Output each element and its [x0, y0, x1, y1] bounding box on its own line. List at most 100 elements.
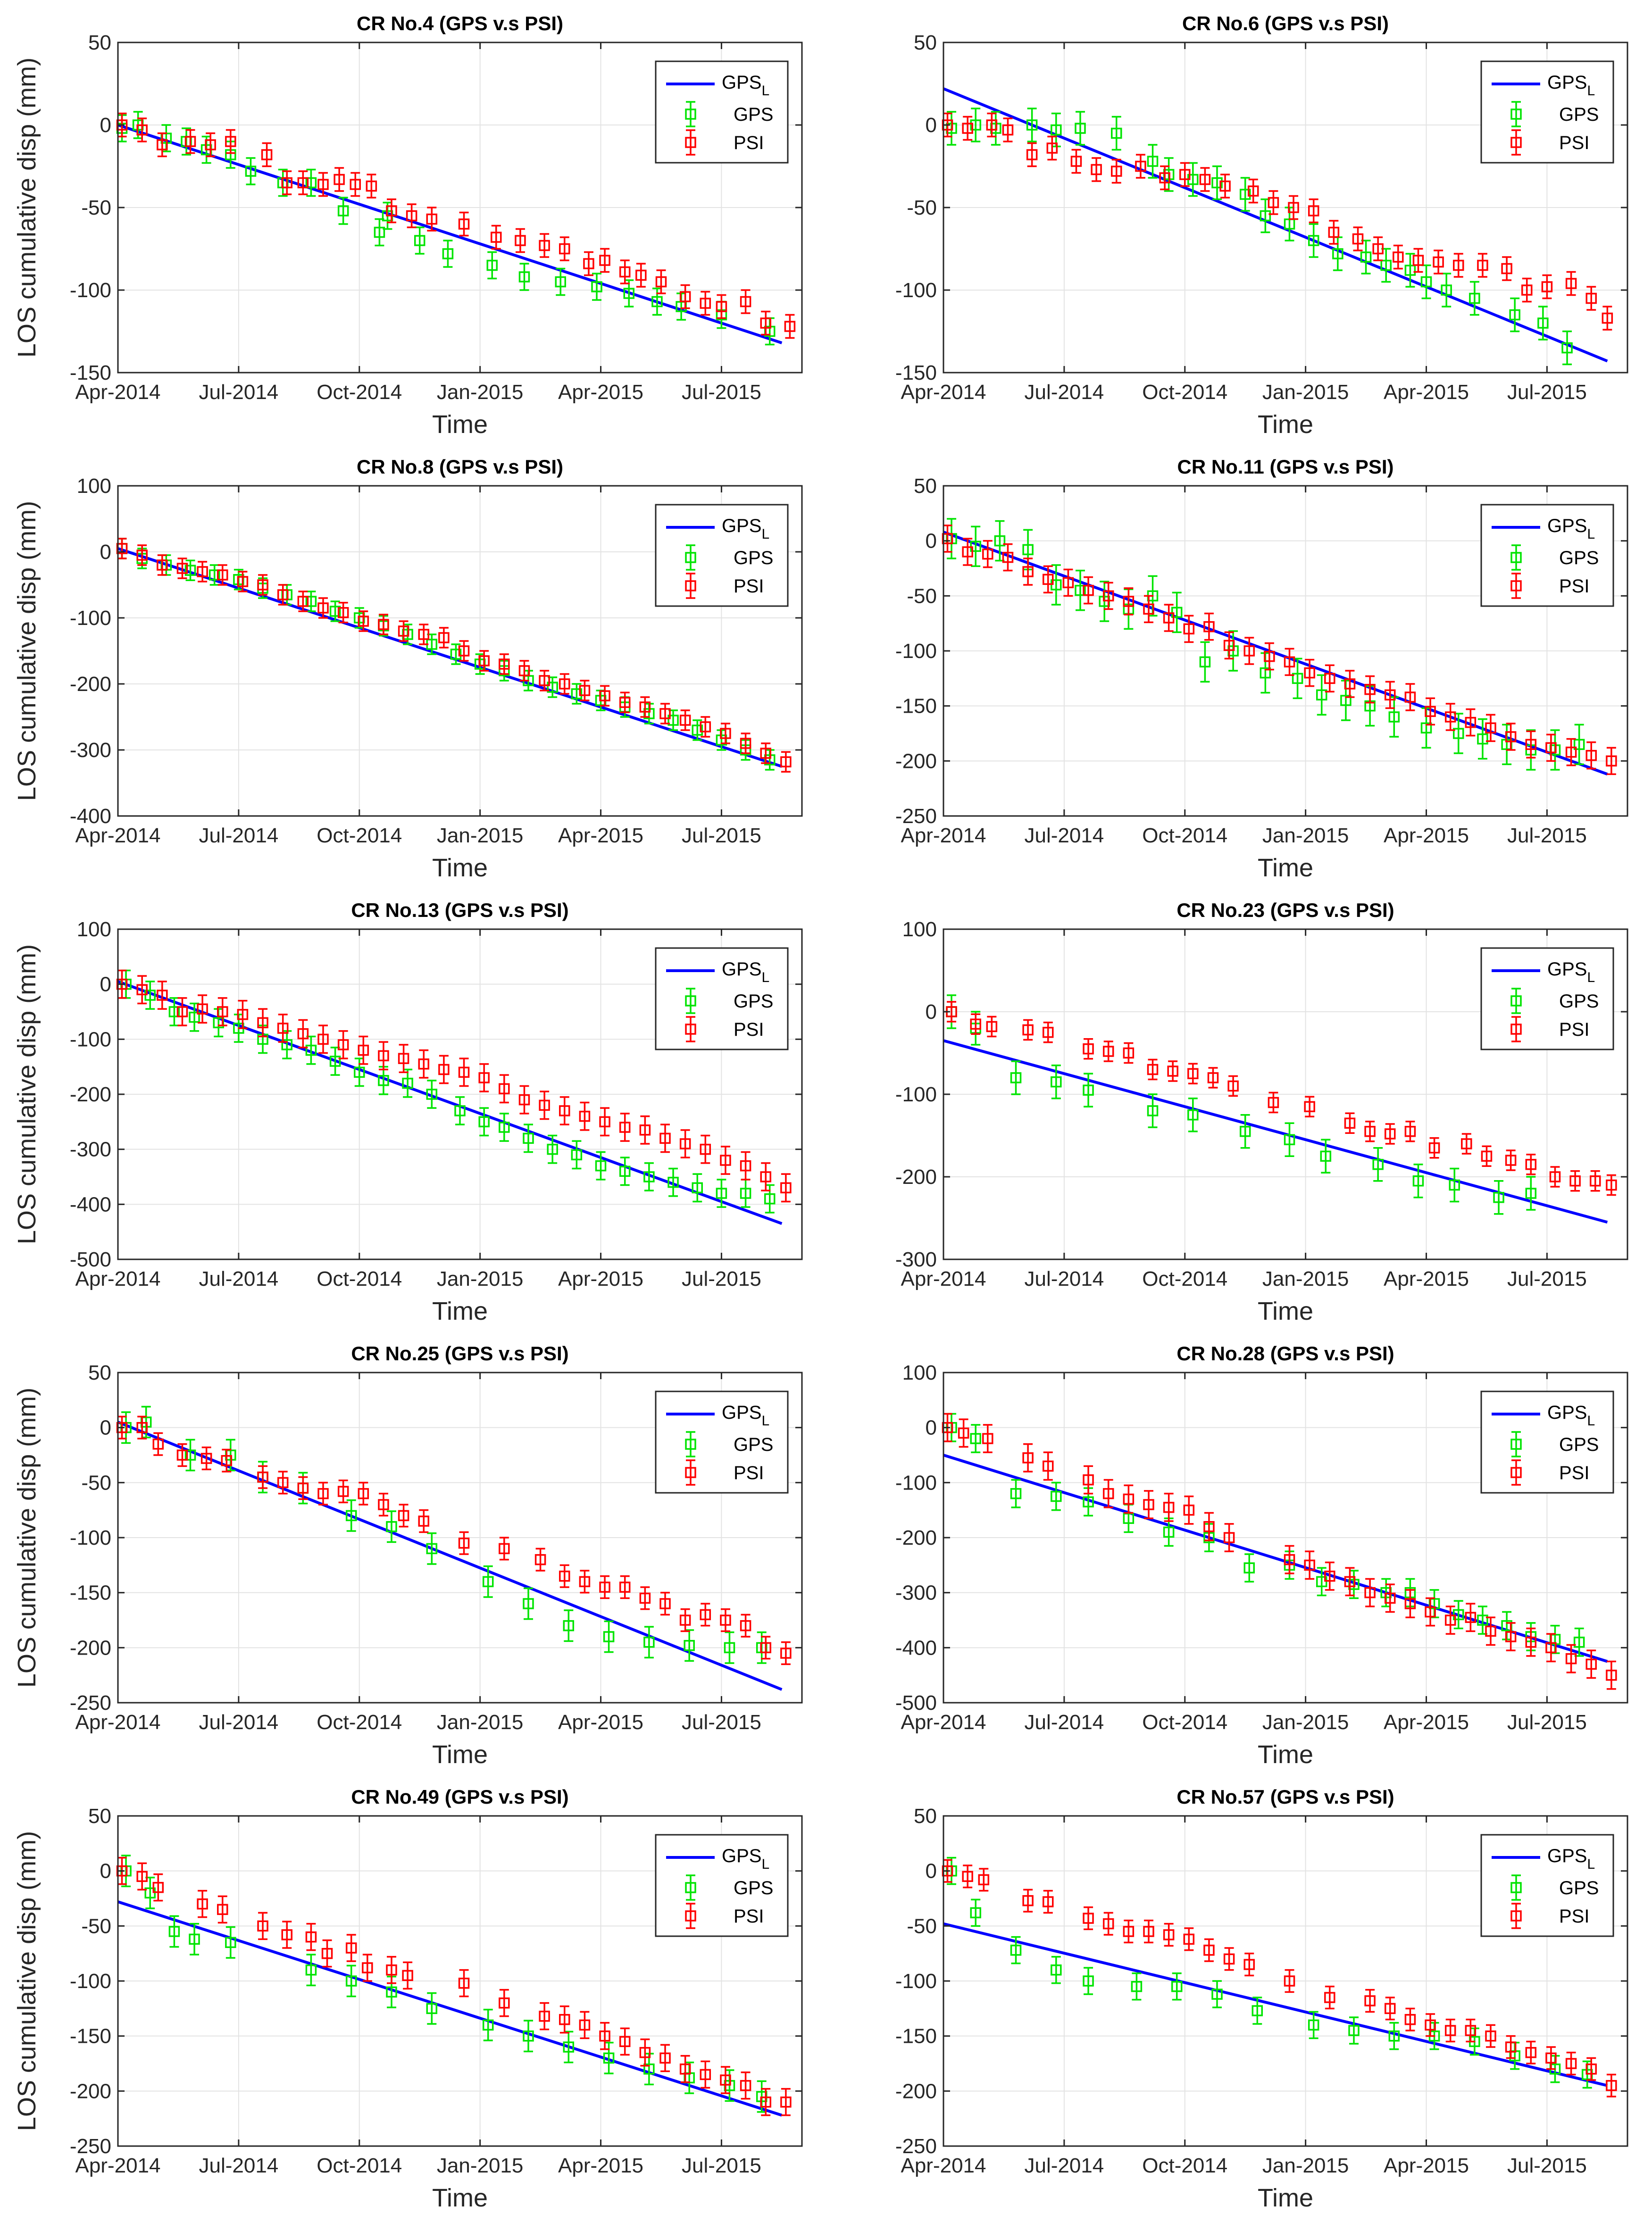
gps-marker: [643, 1636, 655, 1648]
x-tick-label: Oct-2014: [317, 381, 402, 404]
gps-marker: [345, 1975, 357, 1987]
psi-point: [1284, 1545, 1295, 1574]
legend-label-gps-l-main: GPS: [722, 1402, 761, 1423]
psi-marker: [1344, 1576, 1356, 1588]
x-tick-label: Oct-2014: [1142, 2154, 1227, 2177]
legend-swatch-psi-marker: [685, 137, 696, 148]
psi-marker: [478, 1072, 490, 1083]
psi-marker: [225, 136, 236, 147]
psi-marker: [1187, 1068, 1199, 1079]
psi-point: [176, 558, 188, 579]
psi-point: [1163, 604, 1175, 632]
psi-point: [491, 225, 502, 250]
psi-marker: [1143, 1926, 1154, 1937]
gps-point: [168, 1915, 180, 1948]
gps-point: [1111, 116, 1122, 151]
psi-marker: [579, 1110, 591, 1122]
legend-box: [1480, 1834, 1614, 1937]
psi-point: [1465, 708, 1477, 737]
psi-point: [458, 640, 470, 662]
psi-marker: [740, 1160, 751, 1172]
psi-point: [740, 1614, 751, 1638]
psi-marker: [197, 1898, 208, 1910]
psi-marker: [1223, 1532, 1235, 1543]
psi-marker: [458, 1066, 470, 1078]
psi-marker: [1545, 742, 1557, 754]
gps-marker: [523, 2030, 534, 2042]
psi-point: [559, 2005, 570, 2034]
psi-marker: [1465, 2025, 1477, 2036]
psi-marker: [1223, 640, 1235, 651]
gps-marker: [1211, 177, 1223, 189]
psi-point: [760, 742, 771, 764]
psi-marker: [136, 1422, 148, 1433]
psi-point: [1304, 1096, 1315, 1117]
gps-point: [1075, 569, 1086, 611]
psi-point: [358, 1035, 369, 1065]
gps-marker: [523, 1132, 534, 1144]
psi-marker: [281, 177, 292, 189]
psi-marker: [1123, 1047, 1135, 1059]
y-tick-label: -200: [895, 1526, 937, 1549]
gps-point: [1147, 1093, 1159, 1128]
x-axis-label: Time: [432, 410, 488, 439]
psi-marker: [1385, 2003, 1396, 2014]
gps-point: [1449, 1167, 1460, 1203]
gps-marker: [1131, 1981, 1143, 1992]
psi-marker: [1243, 645, 1255, 657]
psi-point: [1606, 2073, 1617, 2098]
gps-marker: [1243, 1562, 1255, 1573]
gps-point: [1187, 1098, 1199, 1132]
gps-marker: [1083, 1084, 1094, 1096]
gps-marker: [305, 177, 317, 189]
gps-marker: [442, 248, 454, 259]
psi-point: [1393, 244, 1404, 270]
x-tick-label: Jul-2014: [1024, 1711, 1104, 1734]
psi-marker: [418, 1515, 429, 1527]
y-axis-label: LOS cumulative disp (mm): [13, 1388, 41, 1688]
psi-marker: [720, 728, 731, 739]
legend-label-gps-l-main: GPS: [1547, 1402, 1587, 1423]
x-axis-label: Time: [432, 1297, 488, 1325]
psi-marker: [760, 2096, 771, 2108]
psi-marker: [679, 2063, 691, 2075]
gps-marker: [1537, 317, 1549, 329]
x-tick-label: Jul-2015: [682, 824, 761, 847]
psi-marker: [619, 1581, 631, 1593]
psi-marker: [619, 2036, 631, 2048]
gps-marker: [1469, 292, 1480, 304]
legend-box: [655, 504, 789, 607]
psi-marker: [1043, 1027, 1054, 1038]
psi-point: [184, 129, 196, 154]
x-tick-label: Oct-2014: [1142, 824, 1227, 847]
psi-point: [1541, 274, 1553, 300]
psi-point: [559, 673, 570, 695]
psi-point: [1565, 271, 1577, 296]
gps-point: [1404, 253, 1416, 288]
gps-point: [1441, 273, 1452, 308]
psi-marker: [1123, 1493, 1135, 1505]
chart-title: CR No.28 (GPS v.s PSI): [1176, 1342, 1394, 1365]
legend-box: [655, 1834, 789, 1937]
psi-point: [366, 174, 377, 199]
legend-label-gps-l-sub: L: [1587, 526, 1595, 542]
psi-point: [418, 1509, 429, 1533]
psi-marker: [986, 1021, 998, 1032]
psi-point: [1223, 1947, 1235, 1971]
psi-point: [1404, 683, 1416, 711]
psi-point: [559, 1096, 570, 1125]
psi-point: [720, 723, 731, 744]
gps-marker: [1075, 123, 1086, 134]
y-tick-label: -200: [895, 749, 937, 773]
y-tick-label: -50: [81, 1471, 111, 1494]
psi-point: [1083, 1038, 1094, 1060]
gps-marker: [684, 1640, 695, 1651]
psi-point: [619, 259, 631, 284]
gps-point: [970, 1424, 981, 1453]
psi-marker: [402, 1970, 413, 1981]
gps-marker: [1292, 673, 1303, 684]
psi-point: [1143, 1490, 1154, 1519]
psi-marker: [1207, 1072, 1219, 1083]
x-tick-label: Jul-2015: [1507, 1711, 1587, 1734]
